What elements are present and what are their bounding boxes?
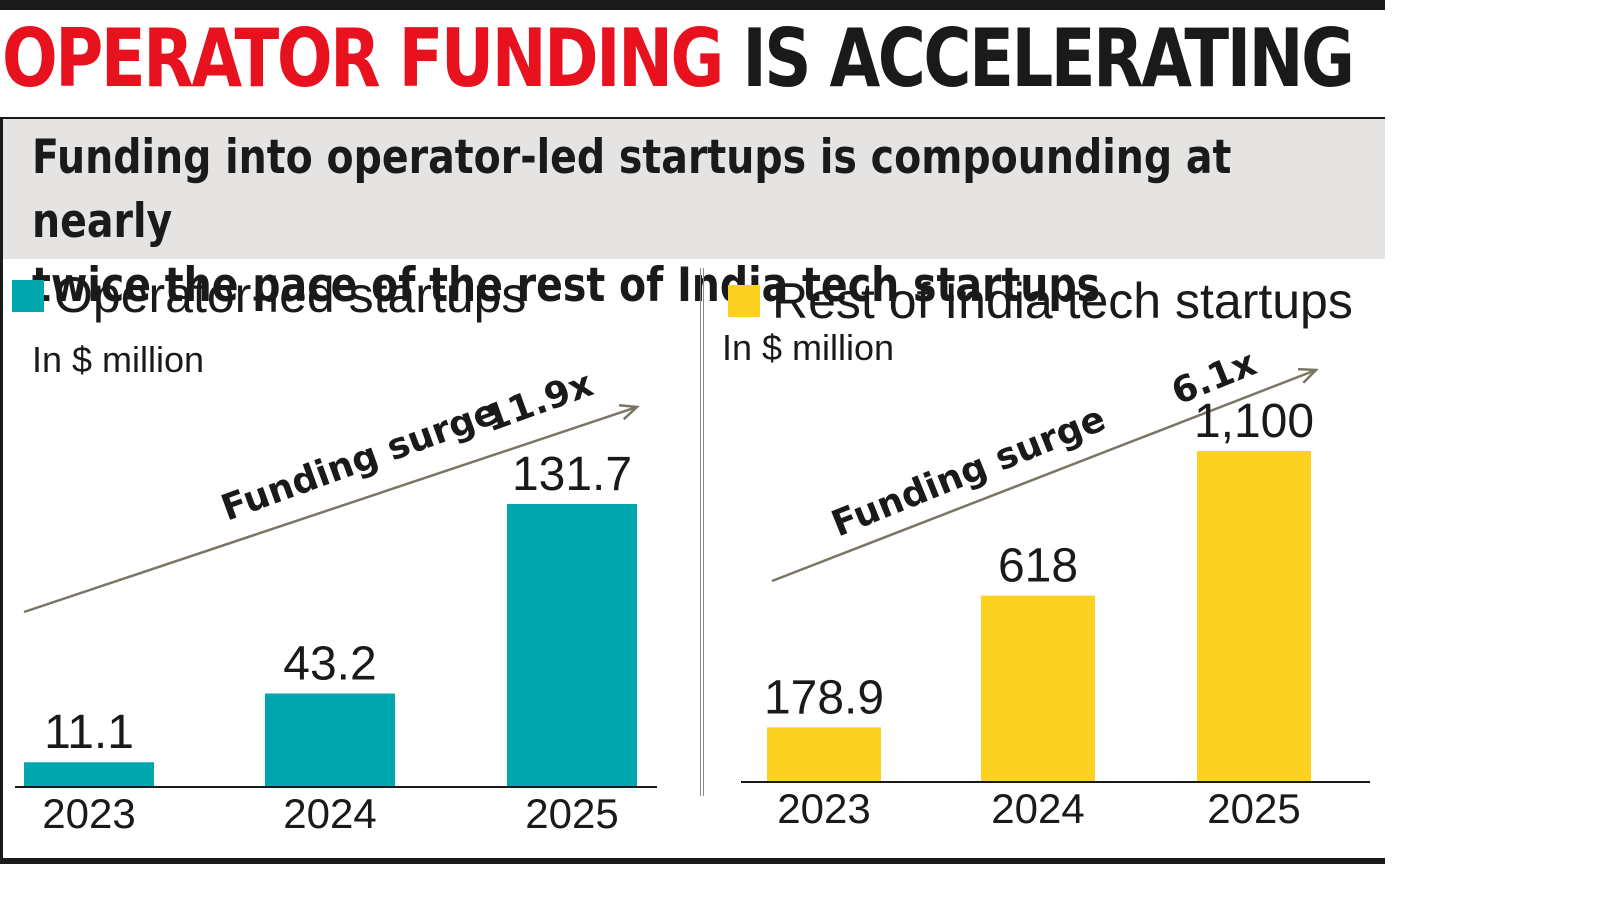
tick-label-operator-2025: 2025 (525, 790, 618, 837)
legend-label-operator: Operator-led startups (54, 267, 526, 323)
bar-operator-2025 (507, 504, 637, 786)
surge-label-operator: Funding surge (216, 391, 504, 529)
surge-multiple-operator: 11.9x (479, 364, 598, 441)
surge-arrowhead-rest (1297, 367, 1319, 384)
unit-label-operator: In $ million (32, 339, 204, 380)
headline-black: IS ACCELERATING (742, 12, 1355, 105)
panel-divider (700, 268, 704, 796)
unit-label-rest: In $ million (722, 327, 894, 368)
bar-operator-2024 (265, 693, 395, 786)
tick-label-rest-2024: 2024 (991, 785, 1084, 832)
bar-rest-2023 (767, 727, 881, 781)
chart-rest-of-india: Rest of India tech startups In $ million… (722, 273, 1370, 832)
value-label-operator-2023: 11.1 (44, 706, 134, 759)
infographic: OPERATOR FUNDING IS ACCELERATING Funding… (0, 0, 1385, 864)
left-frame-rule (0, 119, 3, 864)
legend-swatch-rest (728, 285, 760, 317)
bar-operator-2023 (24, 762, 154, 786)
surge-arrow-operator (23, 405, 638, 614)
value-label-rest-2023: 178.9 (764, 671, 884, 724)
tick-label-rest-2025: 2025 (1207, 785, 1300, 832)
value-label-operator-2024: 43.2 (283, 637, 376, 690)
legend-swatch-operator (12, 280, 44, 312)
subtitle-band (0, 119, 1385, 259)
surge-arrowhead-operator (618, 404, 640, 421)
legend-label-rest: Rest of India tech startups (772, 273, 1353, 329)
tick-label-operator-2024: 2024 (283, 790, 376, 837)
bar-rest-2025 (1197, 451, 1311, 781)
subtitle-top-rule (0, 117, 1385, 120)
chart-operator-led: Operator-led startups In $ million Fundi… (12, 267, 657, 837)
bar-rest-2024 (981, 595, 1095, 781)
top-rule (0, 0, 1385, 10)
surge-arrow-rest (771, 368, 1317, 583)
bottom-rule (0, 858, 1385, 864)
surge-label-rest: Funding surge (826, 398, 1111, 545)
headline-red: OPERATOR FUNDING (2, 12, 724, 105)
value-label-operator-2025: 131.7 (512, 448, 632, 501)
tick-label-rest-2023: 2023 (777, 785, 870, 832)
value-label-rest-2025: 1,100 (1194, 395, 1314, 448)
value-label-rest-2024: 618 (998, 540, 1078, 593)
subtitle: Funding into operator-led startups is co… (32, 130, 1232, 313)
tick-label-operator-2023: 2023 (42, 790, 135, 837)
headline: OPERATOR FUNDING IS ACCELERATING (2, 12, 1355, 105)
